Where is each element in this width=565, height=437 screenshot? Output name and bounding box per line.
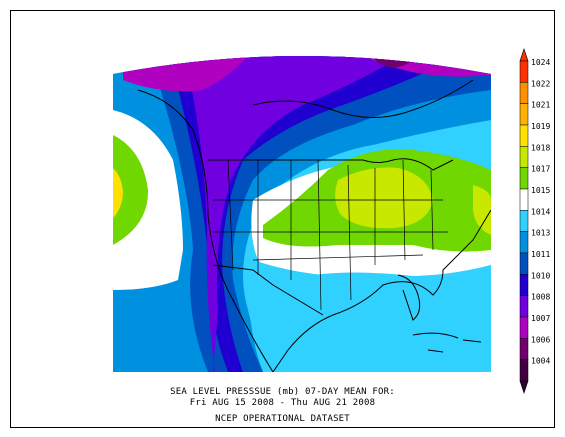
colorbar-swatch bbox=[519, 274, 529, 296]
colorbar-label: 1021 bbox=[531, 101, 550, 110]
colorbar-bottom-arrow bbox=[519, 380, 529, 394]
colorbar-label: 1022 bbox=[531, 79, 550, 88]
colorbar-swatch bbox=[519, 295, 529, 318]
pressure-region-green-west bbox=[113, 135, 149, 245]
colorbar-swatch bbox=[519, 252, 529, 275]
colorbar-label: 1017 bbox=[531, 165, 550, 174]
colorbar-swatch bbox=[519, 167, 529, 190]
colorbar-label: 1024 bbox=[531, 58, 550, 67]
us-canada-border bbox=[208, 158, 454, 171]
colorbar-label: 1014 bbox=[531, 207, 550, 216]
colorbar-swatch bbox=[519, 316, 529, 339]
colorbar-swatch bbox=[519, 60, 529, 83]
colorbar-swatch bbox=[519, 231, 529, 254]
caribbean-outline bbox=[412, 332, 482, 353]
pressure-region-yellow-green bbox=[335, 167, 433, 229]
pressure-map bbox=[113, 56, 491, 372]
pressure-region-cyan-south bbox=[249, 260, 491, 372]
colorbar-label: 1007 bbox=[531, 314, 550, 323]
colorbar-label: 1008 bbox=[531, 293, 550, 302]
colorbar-swatch bbox=[519, 188, 529, 211]
colorbar-label: 1010 bbox=[531, 271, 550, 280]
colorbar-swatch bbox=[519, 210, 529, 232]
caption-date-range: Fri AUG 15 2008 - Thu AUG 21 2008 bbox=[189, 398, 376, 408]
colorbar-label: 1015 bbox=[531, 186, 550, 195]
colorbar-swatch bbox=[519, 359, 529, 382]
pressure-region-magenta bbox=[183, 56, 413, 372]
pressure-region-yellow-green-east bbox=[473, 185, 491, 235]
continent-outline bbox=[137, 79, 491, 372]
colorbar-label: 1011 bbox=[531, 250, 550, 259]
colorbar-label: 1018 bbox=[531, 143, 550, 152]
us-mexico-border bbox=[212, 264, 324, 316]
colorbar-swatch bbox=[519, 82, 529, 104]
florida-outline bbox=[397, 274, 421, 321]
colorbar-label: 1004 bbox=[531, 357, 550, 366]
colorbar-top-arrow bbox=[519, 48, 529, 62]
state-grid bbox=[213, 159, 448, 311]
colorbar-label: 1006 bbox=[531, 335, 550, 344]
colorbar-swatch bbox=[519, 338, 529, 360]
colorbar-label: 1019 bbox=[531, 122, 550, 131]
colorbar: 1024 1022 1021 1019 1018 1017 1015 1014 1013 1011… bbox=[519, 48, 550, 394]
colorbar-swatch bbox=[519, 124, 529, 147]
colorbar-swatch bbox=[519, 103, 529, 126]
pressure-region-yellow-west bbox=[113, 168, 123, 218]
colorbar-swatch bbox=[519, 146, 529, 168]
colorbar-label: 1013 bbox=[531, 229, 550, 238]
caption-dataset: NCEP OPERATIONAL DATASET bbox=[215, 414, 350, 424]
caption-title: SEA LEVEL PRESSSUE (mb) 07-DAY MEAN FOR: bbox=[170, 387, 395, 397]
